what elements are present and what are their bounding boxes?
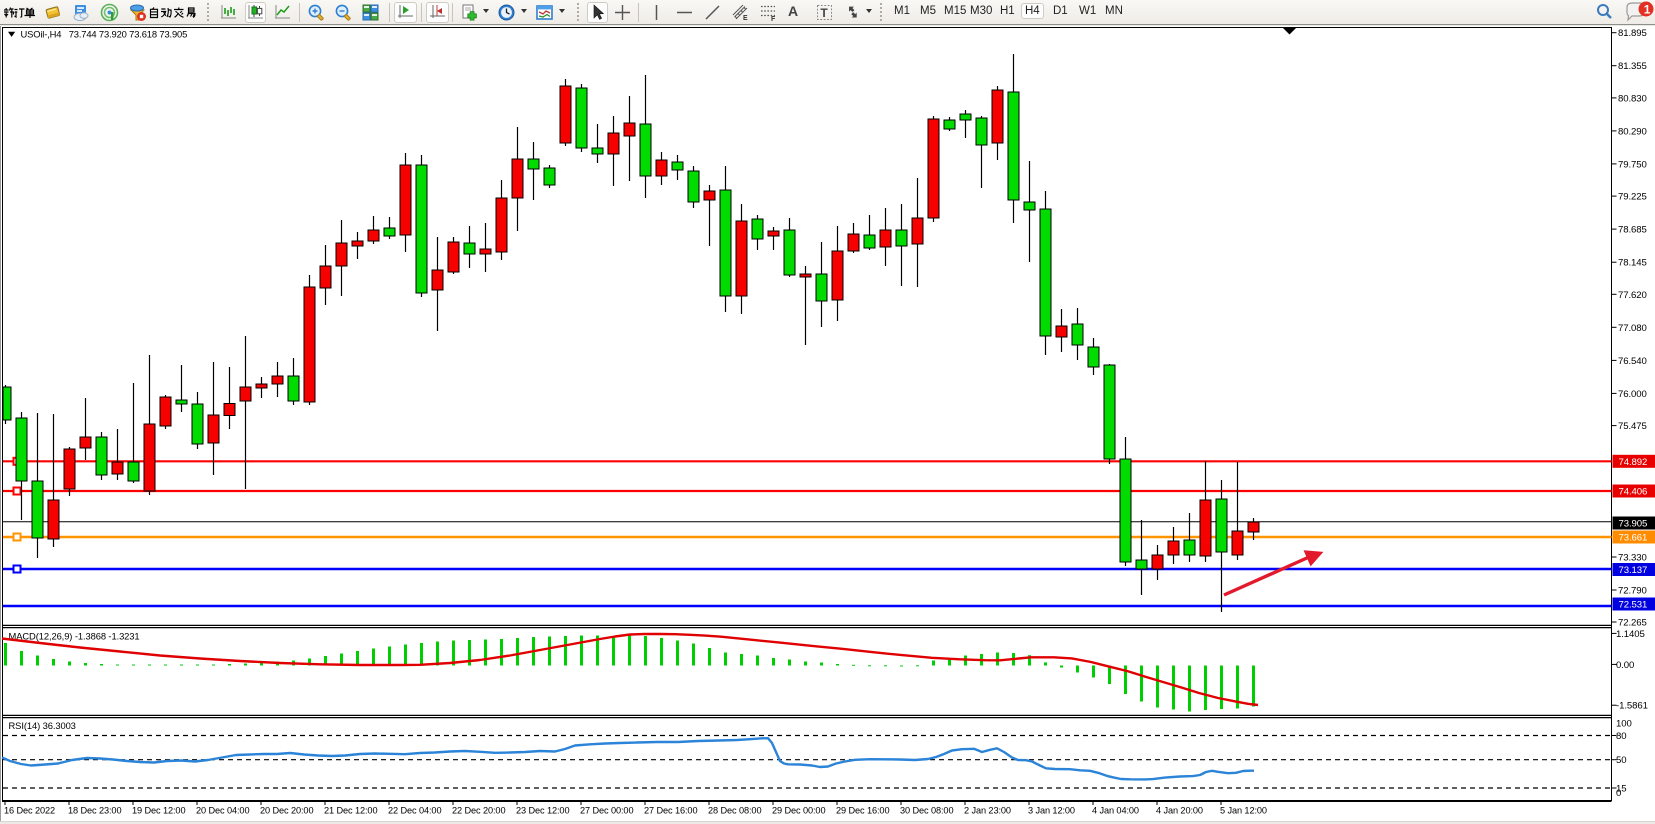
- svg-text:1: 1: [1644, 3, 1651, 17]
- svg-text:80.830: 80.830: [1618, 93, 1647, 104]
- svg-text:80: 80: [1616, 731, 1626, 742]
- svg-text:78.145: 78.145: [1618, 258, 1647, 269]
- svg-text:76.000: 76.000: [1618, 389, 1647, 400]
- svg-text:0.00: 0.00: [1616, 660, 1634, 671]
- svg-text:-1.5861: -1.5861: [1616, 701, 1648, 712]
- svg-text:29 Dec 00:00: 29 Dec 00:00: [772, 806, 825, 816]
- svg-text:79.225: 79.225: [1618, 192, 1647, 203]
- svg-text:19 Dec 12:00: 19 Dec 12:00: [132, 806, 185, 816]
- svg-text:72.531: 72.531: [1619, 600, 1648, 611]
- svg-text:4 Jan 20:00: 4 Jan 20:00: [1156, 806, 1203, 816]
- svg-text:3 Jan 12:00: 3 Jan 12:00: [1028, 806, 1075, 816]
- svg-text:21 Dec 12:00: 21 Dec 12:00: [324, 806, 377, 816]
- svg-text:27 Dec 00:00: 27 Dec 00:00: [580, 806, 633, 816]
- svg-text:78.685: 78.685: [1618, 225, 1647, 236]
- svg-text:81.895: 81.895: [1618, 28, 1647, 39]
- svg-text:E: E: [743, 15, 748, 22]
- svg-text:USOil-,H4 73.744 73.920 73.6: USOil-,H4 73.744 73.920 73.618 73.905: [21, 28, 188, 39]
- svg-text:4 Jan 04:00: 4 Jan 04:00: [1092, 806, 1139, 816]
- svg-text:5 Jan 12:00: 5 Jan 12:00: [1220, 806, 1267, 816]
- svg-text:73.661: 73.661: [1619, 533, 1648, 544]
- svg-text:20 Dec 20:00: 20 Dec 20:00: [260, 806, 313, 816]
- svg-text:2 Jan 23:00: 2 Jan 23:00: [964, 806, 1011, 816]
- svg-text:RSI(14) 36.3003: RSI(14) 36.3003: [9, 720, 76, 731]
- svg-text:73.905: 73.905: [1619, 519, 1648, 530]
- svg-text:28 Dec 08:00: 28 Dec 08:00: [708, 806, 761, 816]
- svg-text:27 Dec 16:00: 27 Dec 16:00: [644, 806, 697, 816]
- svg-text:30 Dec 08:00: 30 Dec 08:00: [900, 806, 953, 816]
- svg-text:18 Dec 23:00: 18 Dec 23:00: [68, 806, 121, 816]
- svg-text:72.790: 72.790: [1618, 586, 1647, 597]
- svg-text:20 Dec 04:00: 20 Dec 04:00: [196, 806, 249, 816]
- svg-text:0: 0: [1616, 788, 1621, 799]
- svg-text:79.750: 79.750: [1618, 159, 1647, 170]
- svg-text:74.892: 74.892: [1619, 457, 1648, 468]
- svg-text:15: 15: [1616, 783, 1626, 794]
- svg-text:29 Dec 16:00: 29 Dec 16:00: [836, 806, 889, 816]
- svg-text:75.475: 75.475: [1618, 421, 1647, 432]
- svg-text:80.290: 80.290: [1618, 126, 1647, 137]
- svg-text:72.265: 72.265: [1618, 618, 1647, 629]
- svg-text:76.540: 76.540: [1618, 356, 1647, 367]
- svg-text:22 Dec 04:00: 22 Dec 04:00: [388, 806, 441, 816]
- svg-text:16 Dec 2022: 16 Dec 2022: [4, 806, 55, 816]
- svg-text:100: 100: [1616, 719, 1632, 730]
- svg-text:1.1405: 1.1405: [1616, 629, 1645, 640]
- svg-text:73.137: 73.137: [1619, 565, 1648, 576]
- svg-text:77.080: 77.080: [1618, 323, 1647, 334]
- svg-text:73.330: 73.330: [1618, 553, 1647, 564]
- svg-text:F: F: [771, 16, 776, 22]
- svg-text:T: T: [820, 6, 828, 20]
- svg-text:74.406: 74.406: [1619, 487, 1648, 498]
- svg-text:50: 50: [1616, 755, 1626, 766]
- svg-text:22 Dec 20:00: 22 Dec 20:00: [452, 806, 505, 816]
- svg-text:MACD(12,26,9) -1.3868 -1.3231: MACD(12,26,9) -1.3868 -1.3231: [9, 631, 140, 642]
- svg-text:81.355: 81.355: [1618, 61, 1647, 72]
- svg-text:23 Dec 12:00: 23 Dec 12:00: [516, 806, 569, 816]
- svg-text:77.620: 77.620: [1618, 290, 1647, 301]
